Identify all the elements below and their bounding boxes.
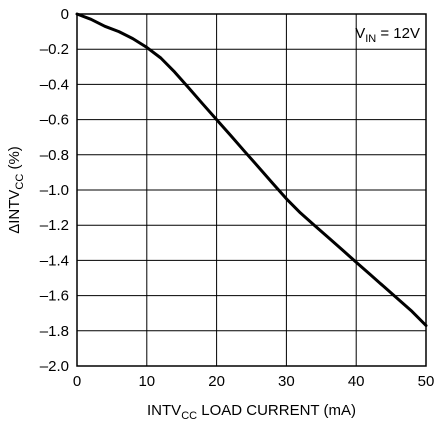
x-tick-label: 0 xyxy=(73,373,81,390)
y-axis-title-rest: (%) xyxy=(6,146,23,174)
y-tick-label: 0 xyxy=(61,6,69,23)
y-axis-title-main: ΔINTV xyxy=(6,190,23,234)
y-tick-label: –2.0 xyxy=(40,358,69,375)
vin-annotation: VIN = 12V xyxy=(355,25,420,45)
x-axis-title-rest: LOAD CURRENT (mA) xyxy=(197,402,356,419)
y-tick-label: –1.0 xyxy=(40,182,69,199)
y-tick-label: –0.6 xyxy=(40,112,69,129)
y-tick-label: –1.2 xyxy=(40,217,69,234)
x-axis-title: INTVCC LOAD CURRENT (mA) xyxy=(147,402,356,422)
x-tick-labels: 0 10 20 30 40 50 xyxy=(73,373,435,390)
y-tick-label: –0.4 xyxy=(40,76,69,93)
x-tick-label: 30 xyxy=(278,373,295,390)
y-tick-label: –0.8 xyxy=(40,147,69,164)
series-line xyxy=(75,12,428,327)
x-tick-label: 50 xyxy=(418,373,435,390)
annotation-sub: IN xyxy=(365,33,376,45)
plot-frame xyxy=(76,13,427,367)
y-tick-label: –1.4 xyxy=(40,252,69,269)
y-axis-title: ΔINTVCC (%) xyxy=(6,146,26,234)
grid-lines xyxy=(76,13,427,367)
series-layer xyxy=(75,12,428,327)
x-axis-title-main: INTV xyxy=(147,402,181,419)
x-tick-label: 20 xyxy=(208,373,225,390)
x-tick-label: 40 xyxy=(348,373,365,390)
y-tick-labels: 0 –0.2 –0.4 –0.6 –0.8 –1.0 –1.2 –1.4 –1.6 –1.8 –2.… xyxy=(40,6,69,375)
y-tick-label: –1.6 xyxy=(40,288,69,305)
y-tick-label: –1.8 xyxy=(40,323,69,340)
x-tick-label: 10 xyxy=(138,373,155,390)
x-axis-title-sub: CC xyxy=(181,410,197,422)
y-tick-label: –0.2 xyxy=(40,41,69,58)
annotation-rest: = 12V xyxy=(376,25,420,42)
y-axis-title-sub: CC xyxy=(14,174,26,190)
annotation-main: V xyxy=(355,25,365,42)
